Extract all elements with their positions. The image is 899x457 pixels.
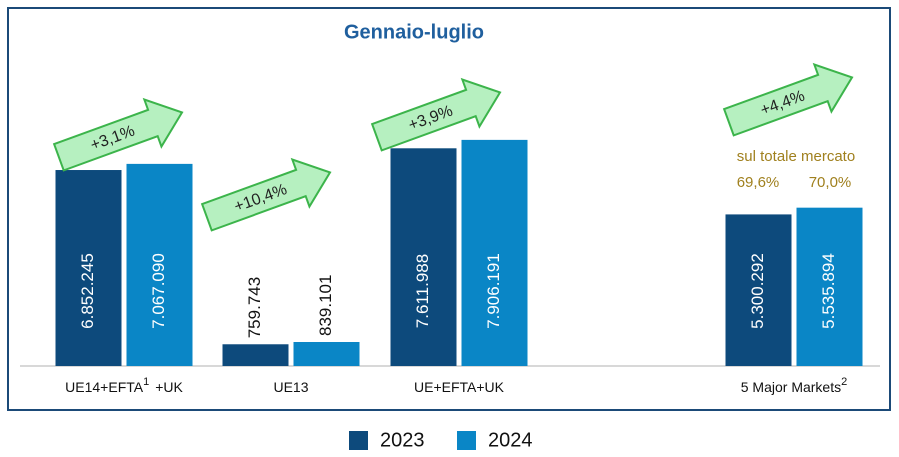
share-label: sul totale mercato xyxy=(737,148,855,165)
bar xyxy=(222,344,289,366)
bar xyxy=(55,170,122,366)
chart-frame xyxy=(7,7,891,411)
arrow-shape xyxy=(52,97,184,172)
legend-swatch xyxy=(349,431,368,450)
category-part: UE14+EFTA xyxy=(65,379,144,395)
x-tick-label: UE14+EFTA1 +UK xyxy=(65,376,183,395)
growth-arrow: +10,4% xyxy=(200,157,332,232)
value-label: 5.535.894 xyxy=(819,253,838,329)
category-part: 2 xyxy=(841,376,847,388)
share-value: 70,0% xyxy=(809,174,852,191)
value-label: 7.067.090 xyxy=(149,253,168,329)
value-label: 839.101 xyxy=(316,275,335,336)
bar xyxy=(461,139,528,366)
legend-swatch xyxy=(457,431,476,450)
arrow-shape xyxy=(200,157,332,232)
category-part: +UK xyxy=(155,379,183,395)
x-tick-label: UE+EFTA+UK xyxy=(414,379,505,395)
chart-title: Gennaio-luglio xyxy=(344,21,484,43)
bar xyxy=(293,342,360,366)
legend-label: 2024 xyxy=(488,429,533,451)
value-label: 5.300.292 xyxy=(748,253,767,329)
x-tick-label: UE13 xyxy=(273,379,308,395)
share-value: 69,6% xyxy=(737,174,780,191)
value-label: 759.743 xyxy=(245,277,264,338)
value-label: 6.852.245 xyxy=(78,253,97,329)
value-label: 7.906.191 xyxy=(484,253,503,329)
bar xyxy=(126,163,193,366)
category-part: 5 Major Markets xyxy=(741,379,841,395)
bar xyxy=(390,148,457,366)
bar xyxy=(796,207,863,366)
x-tick-label: 5 Major Markets2 xyxy=(741,376,847,395)
category-part: UE+EFTA+UK xyxy=(414,379,505,395)
category-part: UE13 xyxy=(273,379,308,395)
bar xyxy=(725,214,792,366)
arrow-shape xyxy=(722,62,854,137)
legend-label: 2023 xyxy=(380,429,425,451)
growth-arrow: +3,1% xyxy=(52,97,184,172)
value-label: 7.611.988 xyxy=(413,254,432,328)
growth-arrow: +4,4% xyxy=(722,62,854,137)
category-part: 1 xyxy=(143,376,149,388)
arrow-shape xyxy=(370,77,502,152)
